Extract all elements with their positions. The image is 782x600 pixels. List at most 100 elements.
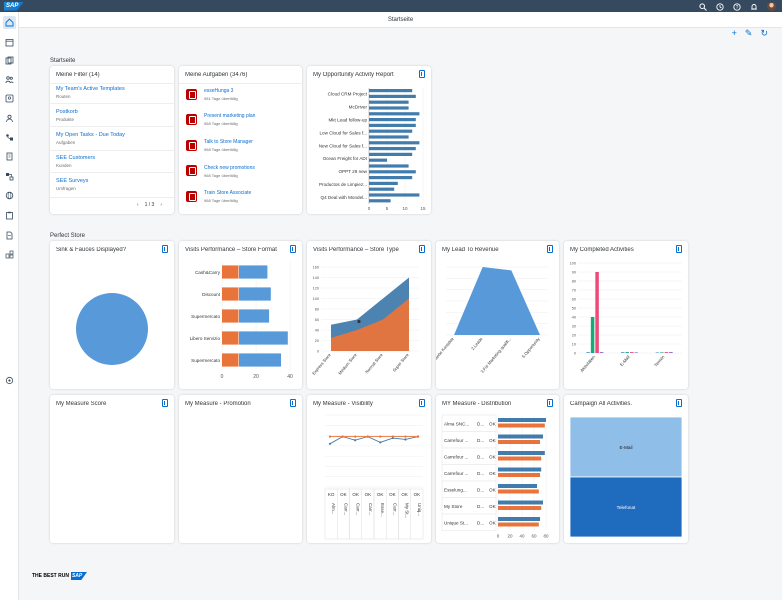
campaign-tile[interactable]: Campaign All Activities. E-Mail Telefonat: [564, 395, 688, 543]
filter-item-sub: Routen: [56, 94, 71, 99]
table-icon[interactable]: [162, 245, 168, 253]
page-actions: + ✎ ↻: [732, 28, 768, 39]
clock-icon[interactable]: [716, 2, 724, 11]
task-title[interactable]: Train Store Associate: [204, 190, 252, 196]
copy-icon[interactable]: [3, 54, 16, 67]
table-icon[interactable]: [547, 399, 553, 407]
bar: [498, 506, 542, 510]
table-icon[interactable]: [162, 399, 168, 407]
table-cell-value: OK: [389, 492, 396, 497]
category-label: Low Cloud for Sales f...: [320, 130, 368, 135]
table-icon[interactable]: [676, 399, 682, 407]
group-icon[interactable]: [3, 73, 16, 86]
task-title[interactable]: Talk to Store Manager: [204, 139, 253, 145]
visits-type-chart: 0 20 40 60 80 100 120 140 160 Express Store Medium…: [311, 266, 419, 376]
table-cell-value: My St...: [405, 503, 410, 518]
shell-bar: SAP ?: [0, 0, 782, 12]
chevron-right-icon[interactable]: ›: [160, 202, 162, 208]
table-icon[interactable]: [419, 245, 425, 253]
person-icon[interactable]: [3, 112, 16, 125]
measure-score-tile[interactable]: My Measure Score: [50, 395, 174, 543]
table-cell-value: Carrefour ...: [444, 438, 469, 443]
task-title[interactable]: esseHunga 3: [204, 88, 234, 94]
table-icon[interactable]: [676, 245, 682, 253]
products-icon[interactable]: [3, 248, 16, 261]
category-label: Productos de Limpiez...: [319, 182, 367, 187]
data-point: [328, 442, 332, 445]
table-icon[interactable]: [547, 245, 553, 253]
measure-dist-tile[interactable]: MY Measure - Distribution Alma SNC... D..…: [436, 395, 559, 543]
measure-dist-title: MY Measure - Distribution: [442, 401, 512, 407]
sap-logo[interactable]: SAP: [4, 1, 24, 11]
bar: [664, 352, 669, 353]
search-icon[interactable]: [699, 2, 707, 11]
tasks-tile[interactable]: Meine Aufgaben (3476) esseHunga 3 981 Ta…: [179, 66, 302, 214]
tick-label: 60: [531, 534, 537, 539]
tick-label: 40: [287, 374, 293, 380]
tick-label: 0: [221, 374, 224, 380]
help-icon[interactable]: ?: [733, 2, 741, 11]
process-icon[interactable]: [3, 170, 16, 183]
lead-tile[interactable]: My Lead To Revenue 1.Kontaktierte Kontak…: [436, 241, 559, 389]
data-point: [404, 435, 407, 438]
tasks-title: Meine Aufgaben (3476): [185, 72, 248, 78]
refresh-icon[interactable]: ↻: [760, 28, 768, 38]
chevron-left-icon[interactable]: ‹: [136, 202, 139, 208]
table-cell-value: Carrefour ...: [444, 471, 469, 476]
bar: [498, 473, 540, 477]
calendar-icon[interactable]: [3, 36, 16, 49]
settings-icon[interactable]: [3, 374, 16, 387]
bar: [498, 467, 542, 472]
table-cell-value: OK: [414, 492, 421, 497]
tick-label: 100: [313, 297, 319, 301]
measure-vis-tile[interactable]: My Measure - Visibility KO OK OK OK OK OK OK OK…: [307, 395, 431, 543]
table-icon[interactable]: [290, 245, 296, 253]
bar: [498, 456, 542, 461]
data-point: [354, 435, 357, 438]
bar: [369, 158, 387, 162]
task-icon: [186, 114, 197, 125]
filter-item-sub: Aufgaben: [56, 140, 76, 145]
add-icon[interactable]: +: [731, 28, 737, 38]
table-icon[interactable]: [419, 70, 425, 78]
table-icon[interactable]: [290, 399, 296, 407]
bar: [498, 522, 539, 527]
building-icon[interactable]: [3, 150, 16, 163]
filter-item-title[interactable]: My Team's Active Templates: [56, 86, 125, 92]
tick-label: 50: [572, 307, 576, 311]
tick-label: 90: [572, 271, 576, 275]
contacts-icon[interactable]: [3, 92, 16, 105]
clipboard-icon[interactable]: [3, 209, 16, 222]
measure-promo-tile[interactable]: My Measure - Promotion: [179, 395, 302, 543]
tick-label: 0: [497, 534, 500, 539]
filter-item-title[interactable]: Postkorb: [56, 109, 78, 115]
home-icon[interactable]: [3, 16, 16, 29]
tick-label: 40: [519, 534, 525, 539]
visits-type-tile[interactable]: Visits Performance – Store Type 0 20 40 60 8…: [307, 241, 431, 389]
completed-tile[interactable]: My Completed Activities 0 10 20 30 40 50 60 70 8…: [564, 241, 688, 389]
task-title[interactable]: Check new promotions: [204, 165, 255, 171]
filter-item-title[interactable]: SEE Customers: [56, 155, 96, 161]
filters-tile[interactable]: Meine Filter (14) My Team's Active Templ…: [50, 66, 174, 214]
category-label: 3.Für Marketing qualifi...: [479, 336, 512, 374]
completed-title: My Completed Activities: [570, 247, 634, 253]
org-icon[interactable]: [3, 131, 16, 144]
filter-item-title[interactable]: My Open Tasks - Due Today: [56, 132, 125, 138]
avatar[interactable]: [767, 2, 776, 11]
table-icon[interactable]: [419, 399, 425, 407]
opportunity-tile[interactable]: My Opportunity Activity Report 0 5 10 15 Clo…: [307, 66, 431, 214]
edit-icon[interactable]: ✎: [744, 28, 753, 38]
bar: [369, 181, 398, 185]
task-title[interactable]: Present marketing plan: [204, 113, 256, 119]
table-cell-value: OK: [365, 492, 372, 497]
bell-icon[interactable]: [750, 3, 758, 11]
document-icon[interactable]: [3, 229, 16, 242]
measure-vis-title: My Measure - Visibility: [313, 401, 373, 407]
filter-item-title[interactable]: SEE Surveys: [56, 178, 89, 184]
visits-format-tile[interactable]: Visits Performance – Store Format 0 20 40 C…: [179, 241, 302, 389]
table-cell-value: D...: [477, 471, 484, 476]
bar-segment: [239, 265, 268, 279]
sink-tile[interactable]: Sink & Fauces Displayed?: [50, 241, 174, 389]
treemap-label: Telefonat: [617, 505, 636, 510]
globe-icon[interactable]: [3, 189, 16, 202]
